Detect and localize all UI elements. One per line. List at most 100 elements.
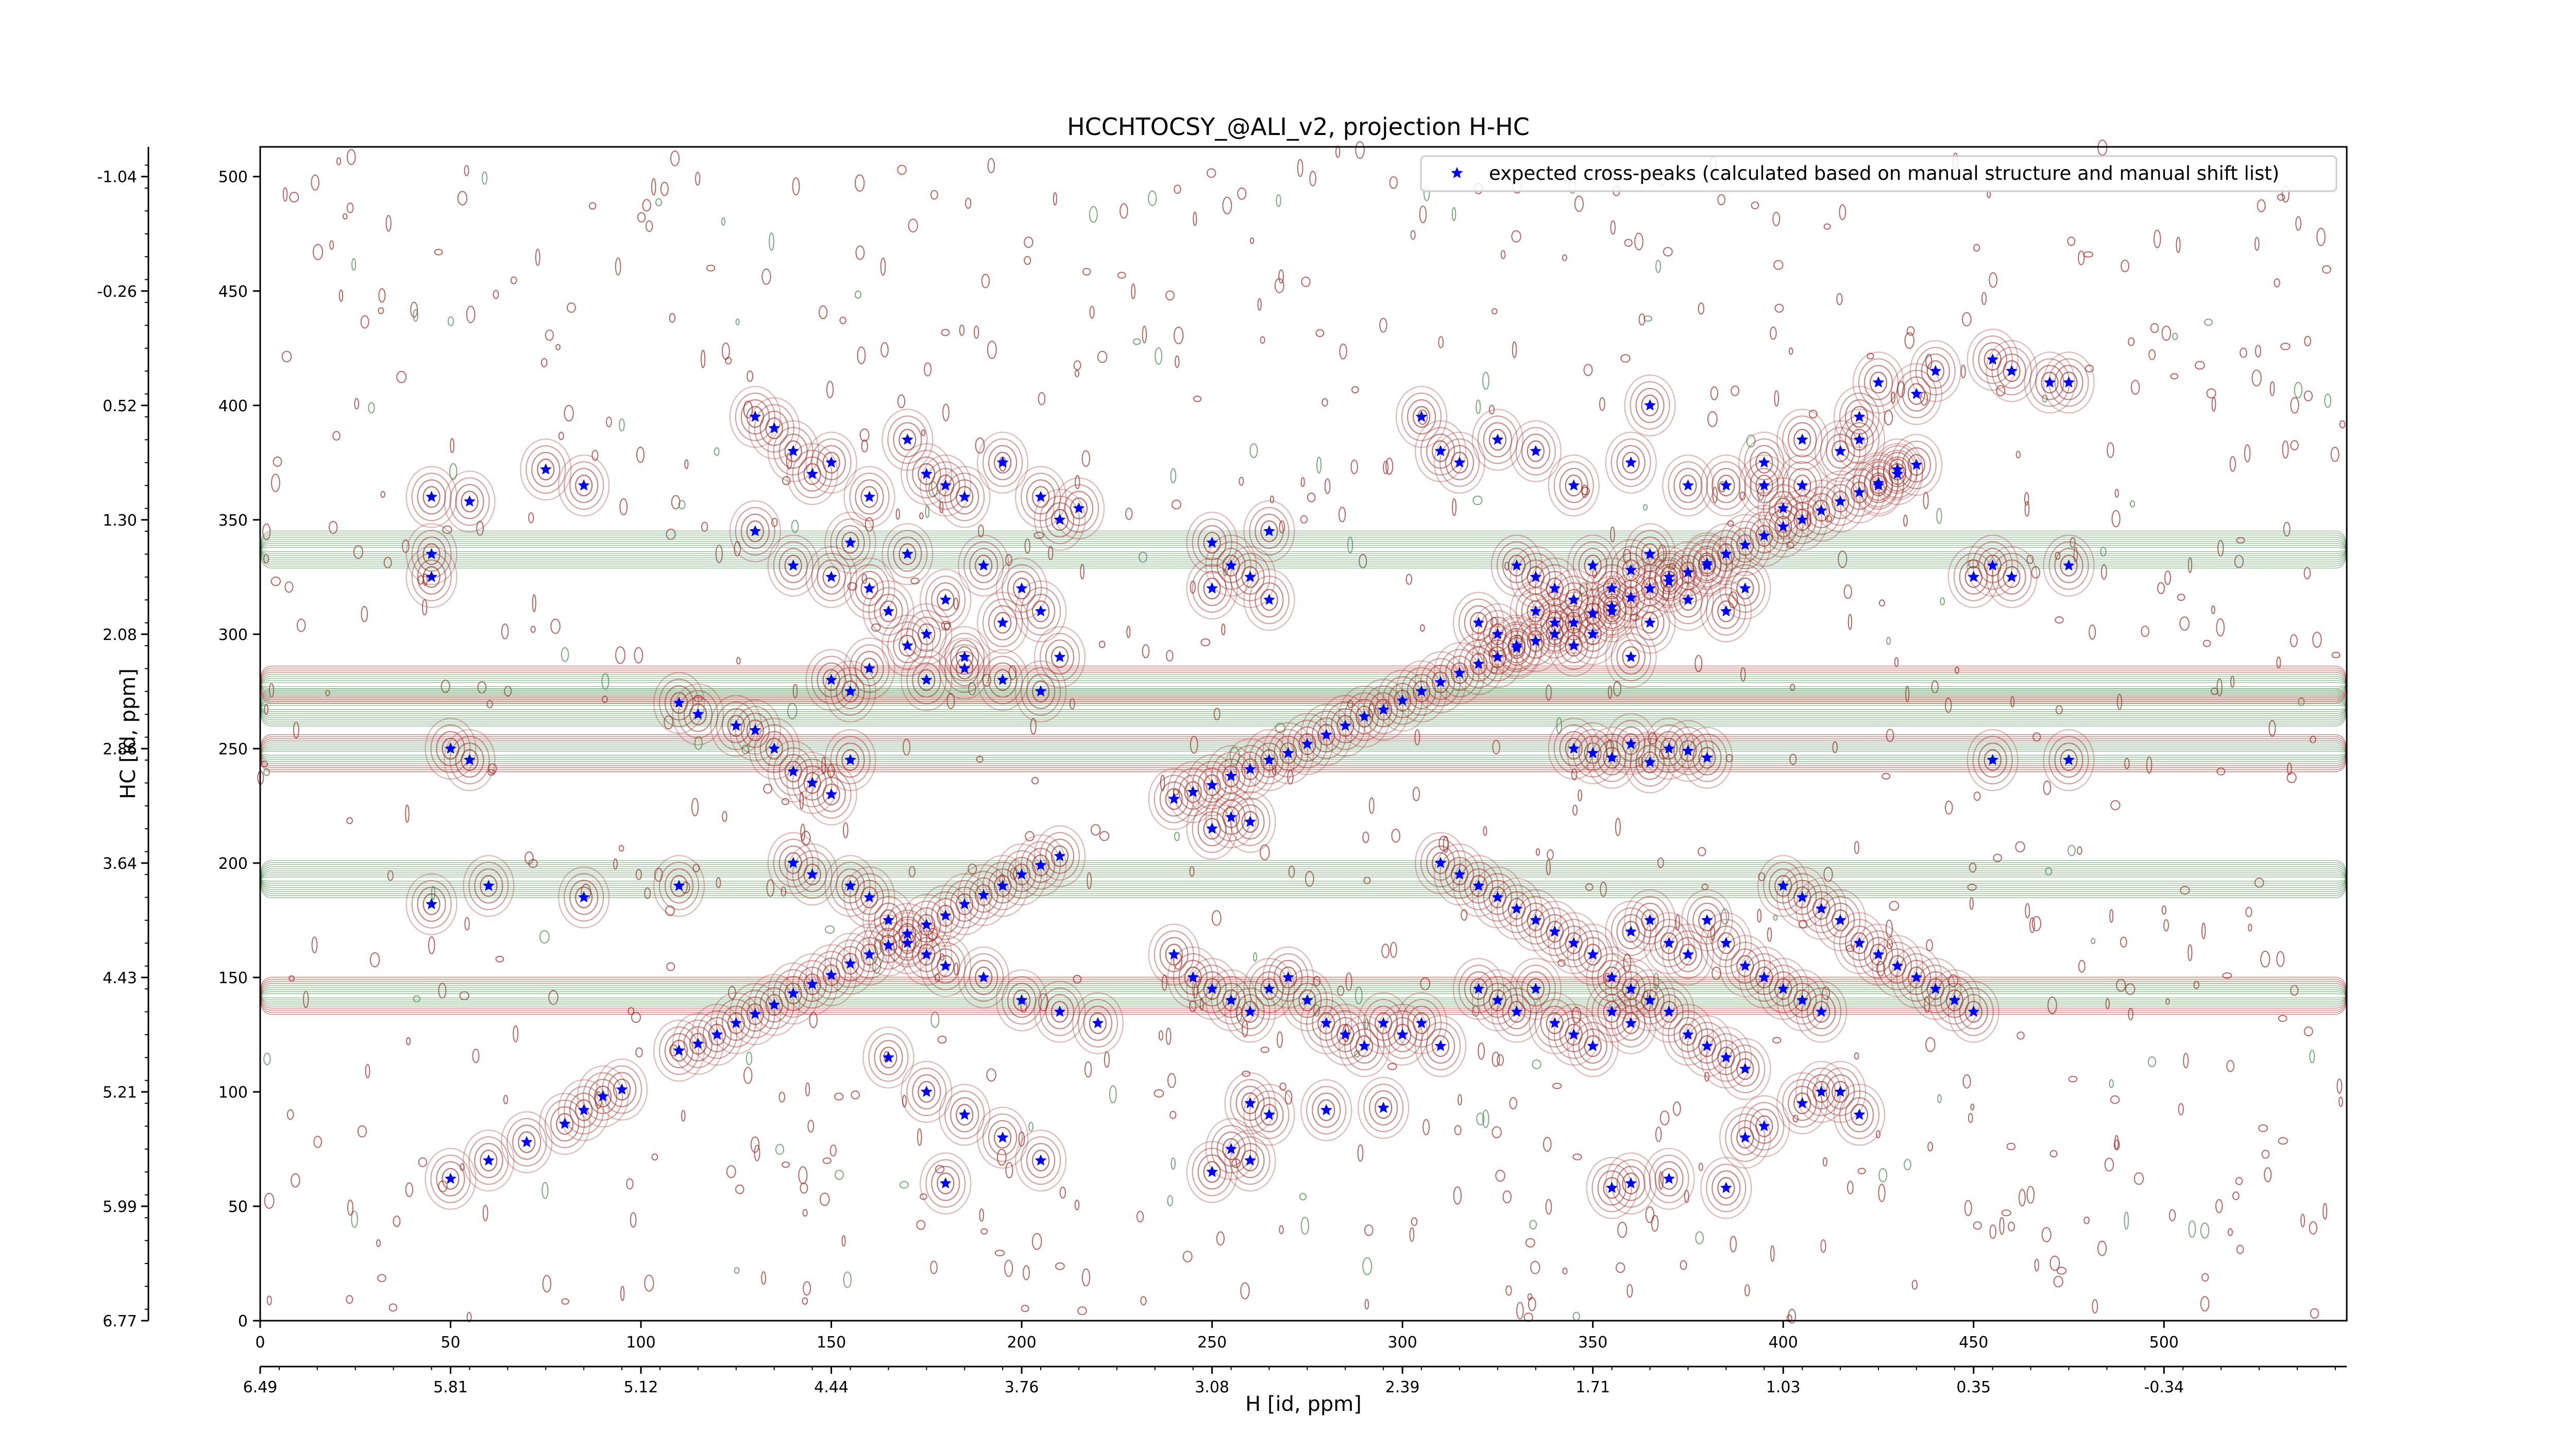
cross-peak-marker bbox=[1225, 994, 1237, 1005]
noise-contour bbox=[666, 962, 675, 971]
peak-contour bbox=[1243, 500, 1295, 563]
noise-contour bbox=[826, 381, 834, 398]
peak-contour bbox=[1230, 987, 1270, 1036]
cross-peak-marker bbox=[1492, 651, 1504, 662]
peak-contour bbox=[677, 690, 719, 739]
noise-contour bbox=[2125, 983, 2136, 995]
peak-contour bbox=[575, 475, 593, 497]
cross-peak-marker bbox=[1434, 856, 1447, 868]
cross-peak-marker bbox=[1035, 605, 1047, 617]
peak-contour bbox=[1249, 735, 1290, 785]
cross-peak-marker bbox=[958, 651, 971, 662]
noise-contour bbox=[2154, 229, 2161, 248]
peak-contour bbox=[1471, 969, 1523, 1032]
peak-contour bbox=[1255, 742, 1284, 778]
noise-contour bbox=[2176, 237, 2181, 254]
y-tick-label: 500 bbox=[218, 169, 248, 187]
peak-contour bbox=[1902, 959, 1931, 996]
noise-contour bbox=[1547, 849, 1554, 860]
cross-peak-marker bbox=[1263, 754, 1275, 765]
peak-contour bbox=[1559, 731, 1588, 767]
peak-contour bbox=[1719, 1038, 1771, 1100]
peak-contour bbox=[1591, 1164, 1632, 1212]
peak-contour bbox=[1192, 761, 1232, 810]
cross-peak-marker bbox=[1377, 703, 1389, 715]
peak-contour bbox=[1312, 717, 1341, 753]
peak-contour bbox=[912, 1074, 941, 1109]
peak-contour bbox=[1635, 387, 1665, 423]
peak-contour bbox=[1605, 1152, 1657, 1215]
peak-contour bbox=[937, 955, 955, 977]
noise-contour bbox=[1891, 391, 1895, 404]
cross-peak-marker bbox=[1720, 1051, 1732, 1063]
cross-peak-marker bbox=[1739, 1131, 1751, 1143]
cross-peak-marker bbox=[939, 479, 952, 491]
peak-contour bbox=[1984, 348, 2002, 371]
peak-contour bbox=[975, 554, 993, 577]
noise-contour bbox=[1055, 1262, 1065, 1270]
cross-peak-marker bbox=[749, 1008, 761, 1019]
peak-contour bbox=[1578, 937, 1607, 972]
peak-contour bbox=[822, 451, 840, 474]
peak-contour bbox=[727, 715, 745, 737]
peak-contour bbox=[1826, 433, 1855, 469]
noise-contour bbox=[1885, 919, 1893, 938]
peak-contour bbox=[855, 479, 884, 515]
cross-peak-marker bbox=[1815, 1085, 1827, 1097]
peak-contour bbox=[868, 1033, 909, 1082]
peak-contour bbox=[1490, 981, 1543, 1043]
noise-contour bbox=[1786, 1314, 1792, 1322]
peak-contour bbox=[1687, 1021, 1727, 1071]
peak-contour bbox=[1706, 1164, 1747, 1212]
cross-peak-marker bbox=[1872, 376, 1885, 388]
peak-contour bbox=[1268, 729, 1309, 778]
noise-contour bbox=[635, 1047, 643, 1058]
noise-contour bbox=[791, 519, 799, 533]
peak-contour bbox=[2060, 749, 2078, 771]
peak-contour bbox=[1763, 964, 1804, 1014]
peak-contour bbox=[1635, 536, 1665, 572]
noise-contour bbox=[2310, 1308, 2319, 1319]
cross-peak-marker bbox=[1015, 994, 1028, 1005]
peak-contour bbox=[1630, 381, 1670, 430]
peak-contour bbox=[1216, 799, 1246, 835]
noise-contour bbox=[1381, 943, 1390, 958]
peak-contour bbox=[1243, 957, 1295, 1020]
noise-contour bbox=[1059, 1186, 1066, 1199]
peak-contour bbox=[988, 445, 1018, 480]
noise-contour bbox=[2312, 631, 2322, 648]
noise-contour bbox=[930, 1260, 938, 1274]
peak-contour bbox=[1731, 948, 1760, 984]
peak-contour bbox=[672, 683, 724, 746]
cross-peak-marker bbox=[920, 918, 933, 930]
noise-contour bbox=[1698, 847, 1706, 856]
peak-contour bbox=[1471, 626, 1523, 688]
noise-contour bbox=[1278, 269, 1284, 284]
peak-contour bbox=[455, 742, 484, 778]
peak-contour bbox=[1654, 559, 1684, 595]
peak-contour bbox=[1812, 1081, 1831, 1103]
noise-contour bbox=[2025, 903, 2030, 919]
cross-peak-marker bbox=[939, 909, 952, 921]
cross-peak-marker bbox=[1282, 747, 1294, 759]
cross-peak-marker bbox=[1891, 468, 1904, 479]
noise-contour bbox=[1476, 399, 1481, 414]
noise-contour bbox=[681, 1109, 686, 1122]
noise-contour bbox=[1940, 597, 1945, 605]
cross-peak-marker bbox=[1987, 353, 1999, 365]
peak-contour bbox=[1769, 868, 1798, 904]
peak-contour bbox=[1679, 740, 1697, 762]
noise-contour bbox=[2200, 1296, 2210, 1312]
noise-contour bbox=[619, 418, 625, 432]
cross-peak-marker bbox=[1796, 1097, 1808, 1108]
noise-contour bbox=[1663, 247, 1673, 257]
noise-contour bbox=[1369, 797, 1375, 814]
noise-contour bbox=[2257, 199, 2266, 212]
cross-peak-marker bbox=[1377, 1017, 1389, 1029]
cross-peak-marker bbox=[825, 673, 837, 685]
noise-contour bbox=[428, 936, 435, 954]
noise-contour bbox=[2287, 762, 2292, 776]
cross-peak-marker bbox=[902, 548, 913, 560]
peak-contour bbox=[1984, 749, 2002, 771]
cross-peak-marker bbox=[768, 422, 781, 433]
